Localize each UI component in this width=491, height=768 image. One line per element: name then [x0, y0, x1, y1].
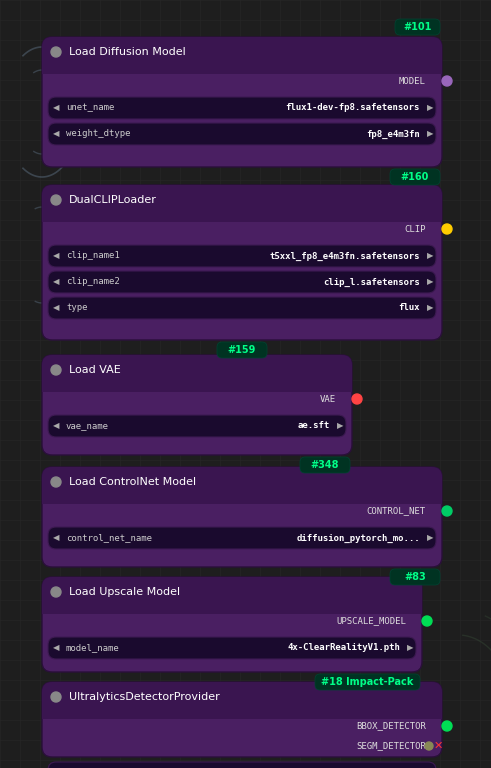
Text: ▶: ▶ [427, 130, 433, 138]
FancyBboxPatch shape [42, 355, 352, 390]
Circle shape [422, 616, 432, 626]
FancyBboxPatch shape [42, 577, 422, 672]
FancyBboxPatch shape [42, 62, 442, 74]
Text: #159: #159 [228, 345, 256, 355]
Text: ◀: ◀ [53, 534, 59, 542]
Text: #160: #160 [401, 172, 429, 182]
Text: CONTROL_NET: CONTROL_NET [367, 507, 426, 515]
Text: VAE: VAE [320, 395, 336, 403]
FancyBboxPatch shape [390, 169, 440, 185]
Text: ✕: ✕ [434, 741, 443, 751]
Text: ◀: ◀ [53, 130, 59, 138]
Text: diffusion_pytorch_mo...: diffusion_pytorch_mo... [297, 534, 420, 542]
FancyBboxPatch shape [48, 97, 436, 119]
Circle shape [442, 224, 452, 234]
Text: flux: flux [399, 303, 420, 313]
Text: weight_dtype: weight_dtype [66, 130, 131, 138]
Circle shape [442, 506, 452, 516]
FancyBboxPatch shape [42, 185, 442, 220]
Circle shape [51, 587, 61, 597]
Text: control_net_name: control_net_name [66, 534, 152, 542]
FancyBboxPatch shape [42, 682, 442, 757]
Text: ◀: ◀ [53, 277, 59, 286]
Text: model_name: model_name [66, 644, 120, 653]
FancyBboxPatch shape [48, 527, 436, 549]
Text: ▶: ▶ [337, 422, 343, 431]
Text: CLIP: CLIP [405, 224, 426, 233]
Text: ◀: ◀ [53, 422, 59, 431]
FancyBboxPatch shape [217, 342, 267, 358]
FancyBboxPatch shape [48, 245, 436, 267]
Text: Load Diffusion Model: Load Diffusion Model [69, 47, 186, 57]
FancyBboxPatch shape [42, 37, 442, 167]
Text: clip_l.safetensors: clip_l.safetensors [323, 277, 420, 286]
Text: UltralyticsDetectorProvider: UltralyticsDetectorProvider [69, 692, 220, 702]
Text: ▶: ▶ [427, 534, 433, 542]
Text: ▶: ▶ [427, 251, 433, 260]
Text: MODEL: MODEL [399, 77, 426, 85]
Text: 4x-ClearRealityV1.pth: 4x-ClearRealityV1.pth [287, 644, 400, 653]
FancyBboxPatch shape [42, 492, 442, 504]
Circle shape [51, 477, 61, 487]
FancyBboxPatch shape [390, 569, 440, 585]
FancyBboxPatch shape [42, 210, 442, 222]
Circle shape [442, 721, 452, 731]
Text: fp8_e4m3fn: fp8_e4m3fn [366, 130, 420, 138]
Text: vae_name: vae_name [66, 422, 109, 431]
Text: #101: #101 [403, 22, 432, 32]
Text: flux1-dev-fp8.safetensors: flux1-dev-fp8.safetensors [286, 104, 420, 112]
FancyBboxPatch shape [300, 457, 350, 473]
FancyBboxPatch shape [42, 355, 352, 455]
FancyBboxPatch shape [48, 762, 436, 768]
Circle shape [352, 394, 362, 404]
Text: BBOX_DETECTOR: BBOX_DETECTOR [356, 721, 426, 730]
Text: ◀: ◀ [53, 303, 59, 313]
Text: Load VAE: Load VAE [69, 365, 121, 375]
Text: Load ControlNet Model: Load ControlNet Model [69, 477, 196, 487]
Text: t5xxl_fp8_e4m3fn.safetensors: t5xxl_fp8_e4m3fn.safetensors [270, 251, 420, 260]
FancyBboxPatch shape [48, 297, 436, 319]
FancyBboxPatch shape [48, 123, 436, 145]
FancyBboxPatch shape [42, 707, 442, 719]
Text: ▶: ▶ [427, 277, 433, 286]
Circle shape [425, 742, 433, 750]
Text: ▶: ▶ [427, 104, 433, 112]
FancyBboxPatch shape [48, 415, 346, 437]
Text: unet_name: unet_name [66, 104, 114, 112]
FancyBboxPatch shape [42, 37, 442, 72]
Text: #83: #83 [404, 572, 426, 582]
Text: UPSCALE_MODEL: UPSCALE_MODEL [336, 617, 406, 625]
Text: type: type [66, 303, 87, 313]
Text: ◀: ◀ [53, 251, 59, 260]
FancyBboxPatch shape [42, 682, 442, 717]
Text: DualCLIPLoader: DualCLIPLoader [69, 195, 157, 205]
Text: clip_name1: clip_name1 [66, 251, 120, 260]
Text: #18 Impact-Pack: #18 Impact-Pack [321, 677, 414, 687]
Text: ◀: ◀ [53, 644, 59, 653]
FancyBboxPatch shape [48, 637, 416, 659]
Text: Load Upscale Model: Load Upscale Model [69, 587, 180, 597]
FancyBboxPatch shape [42, 467, 442, 567]
Text: ▶: ▶ [407, 644, 413, 653]
Text: ▶: ▶ [427, 303, 433, 313]
FancyBboxPatch shape [42, 602, 422, 614]
Text: ◀: ◀ [53, 104, 59, 112]
FancyBboxPatch shape [42, 185, 442, 340]
FancyBboxPatch shape [42, 577, 422, 612]
Circle shape [51, 365, 61, 375]
FancyBboxPatch shape [315, 674, 420, 690]
Circle shape [442, 76, 452, 86]
Circle shape [51, 195, 61, 205]
Circle shape [51, 692, 61, 702]
FancyBboxPatch shape [42, 467, 442, 502]
FancyBboxPatch shape [42, 380, 352, 392]
FancyBboxPatch shape [48, 271, 436, 293]
Text: ae.sft: ae.sft [298, 422, 330, 431]
Text: SEGM_DETECTOR: SEGM_DETECTOR [356, 741, 426, 750]
Circle shape [51, 47, 61, 57]
FancyBboxPatch shape [395, 19, 440, 35]
Text: #348: #348 [311, 460, 339, 470]
Text: clip_name2: clip_name2 [66, 277, 120, 286]
